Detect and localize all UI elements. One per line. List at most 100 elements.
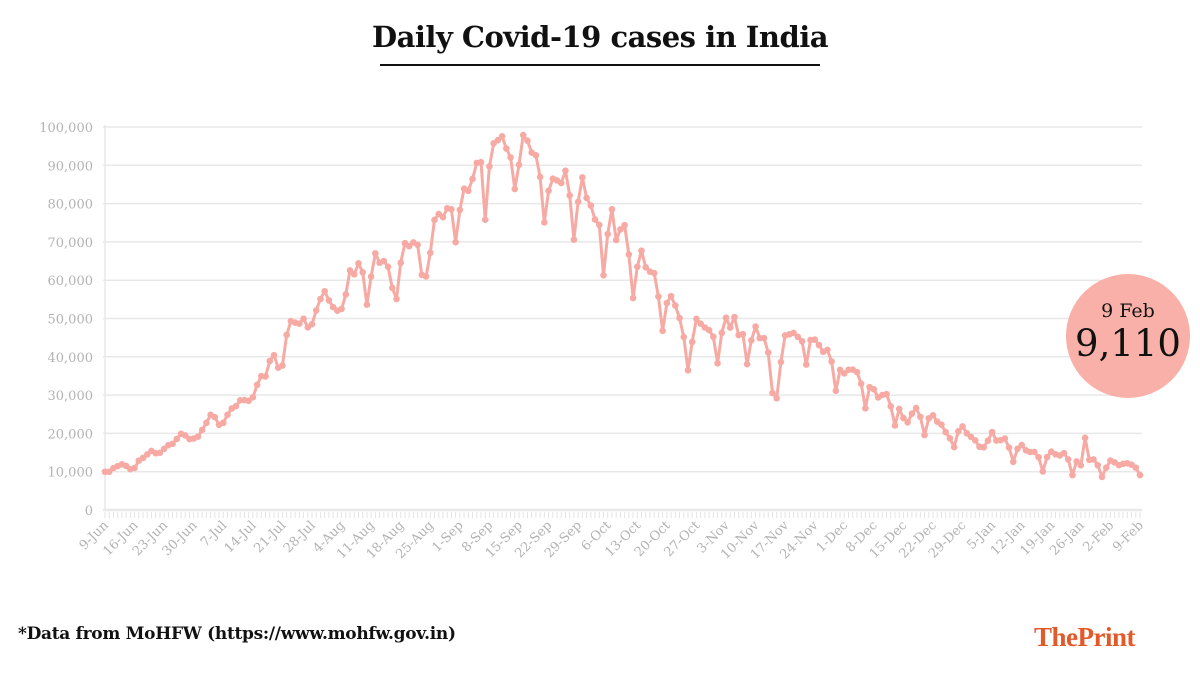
data-point bbox=[317, 295, 324, 303]
line-chart: 0 10,000 20,000 30,000 40,000 50,000 60,000 70,… bbox=[39, 121, 1147, 562]
y-tick-label: 90,000 bbox=[48, 159, 94, 174]
data-point bbox=[456, 206, 464, 214]
data-point bbox=[650, 269, 658, 277]
data-point bbox=[726, 324, 734, 331]
x-tick-label: 1-Sep bbox=[429, 518, 466, 555]
data-point bbox=[524, 137, 531, 144]
data-point bbox=[1039, 468, 1047, 475]
latest-value-callout: 9 Feb 9,110 bbox=[1066, 274, 1190, 398]
data-point bbox=[367, 273, 375, 280]
x-axis: 9-Jun16-Jun23-Jun30-Jun7-Jul14-Jul21-Jul… bbox=[77, 512, 1147, 562]
data-point bbox=[777, 358, 785, 366]
data-point bbox=[625, 251, 633, 258]
data-point bbox=[579, 174, 586, 181]
data-point bbox=[511, 185, 519, 193]
data-point bbox=[566, 191, 573, 199]
data-point bbox=[312, 307, 320, 314]
data-point bbox=[1005, 444, 1013, 451]
data-point bbox=[832, 387, 840, 395]
data-point bbox=[710, 333, 717, 341]
data-point bbox=[359, 268, 366, 276]
data-point bbox=[638, 247, 645, 254]
data-point bbox=[372, 250, 379, 257]
data-point bbox=[663, 299, 671, 307]
data-point bbox=[279, 362, 286, 369]
data-point bbox=[465, 187, 472, 195]
data-point bbox=[1102, 464, 1110, 472]
data-point bbox=[824, 346, 831, 354]
data-point bbox=[676, 314, 683, 322]
data-point bbox=[883, 390, 890, 398]
data-point bbox=[617, 226, 624, 233]
data-point bbox=[752, 323, 759, 330]
data-point bbox=[705, 326, 713, 334]
data-point bbox=[1077, 462, 1085, 469]
data-point bbox=[595, 221, 603, 229]
data-point bbox=[338, 305, 345, 313]
y-tick-label: 20,000 bbox=[48, 427, 94, 442]
data-point bbox=[431, 216, 438, 224]
data-point bbox=[308, 320, 316, 328]
data-point bbox=[1001, 435, 1009, 442]
x-tick-label: 28-Jul bbox=[281, 518, 319, 556]
data-point bbox=[1081, 434, 1089, 442]
data-point bbox=[469, 175, 476, 183]
data-point bbox=[633, 263, 641, 271]
data-point bbox=[764, 349, 772, 356]
data-point bbox=[232, 402, 240, 410]
y-tick-label: 30,000 bbox=[48, 389, 94, 404]
data-point bbox=[219, 419, 227, 427]
data-point bbox=[798, 337, 806, 345]
data-point bbox=[629, 294, 637, 302]
data-point bbox=[1098, 473, 1106, 481]
data-point bbox=[342, 291, 350, 298]
data-point bbox=[718, 329, 726, 337]
data-point bbox=[731, 313, 738, 321]
x-tick-label: 1-Dec bbox=[814, 518, 852, 556]
data-point bbox=[131, 464, 138, 472]
data-point bbox=[980, 443, 987, 451]
data-point bbox=[1035, 453, 1042, 461]
title-underline bbox=[380, 64, 820, 66]
source-note: *Data from MoHFW (https://www.mohfw.gov.… bbox=[18, 624, 456, 644]
data-point bbox=[672, 302, 679, 309]
callout-value: 9,110 bbox=[1075, 322, 1181, 365]
data-point bbox=[693, 315, 700, 323]
data-point bbox=[1064, 456, 1072, 463]
data-point bbox=[494, 136, 502, 144]
data-point bbox=[481, 216, 489, 223]
data-point bbox=[684, 367, 692, 374]
data-point bbox=[253, 381, 261, 389]
data-point bbox=[169, 440, 176, 448]
data-point bbox=[384, 263, 392, 271]
x-tick-label: 9-Feb bbox=[1110, 518, 1147, 555]
data-point bbox=[486, 163, 493, 170]
data-point bbox=[921, 431, 928, 439]
data-point bbox=[908, 410, 916, 417]
data-point bbox=[194, 433, 202, 440]
data-point bbox=[426, 249, 434, 257]
data-point bbox=[942, 428, 949, 436]
data-point bbox=[748, 337, 755, 344]
data-point bbox=[422, 273, 430, 280]
data-point bbox=[515, 161, 523, 169]
data-point bbox=[1090, 456, 1097, 463]
y-tick-label: 50,000 bbox=[48, 313, 94, 328]
data-point bbox=[1060, 449, 1068, 457]
data-point bbox=[570, 236, 578, 243]
y-tick-label: 0 bbox=[85, 504, 93, 519]
data-point bbox=[448, 205, 455, 213]
data-point bbox=[300, 315, 307, 323]
data-point bbox=[414, 241, 421, 249]
data-point bbox=[688, 338, 696, 346]
data-point bbox=[388, 284, 396, 292]
data-point bbox=[680, 333, 688, 341]
data-point bbox=[815, 341, 823, 349]
logo-print: Print bbox=[1077, 622, 1136, 652]
data-point bbox=[912, 404, 920, 412]
data-point bbox=[743, 360, 751, 368]
data-point bbox=[971, 437, 979, 444]
data-point bbox=[1094, 461, 1102, 469]
y-axis: 0 10,000 20,000 30,000 40,000 50,000 60,000 70,… bbox=[39, 121, 93, 519]
data-point bbox=[249, 393, 257, 401]
